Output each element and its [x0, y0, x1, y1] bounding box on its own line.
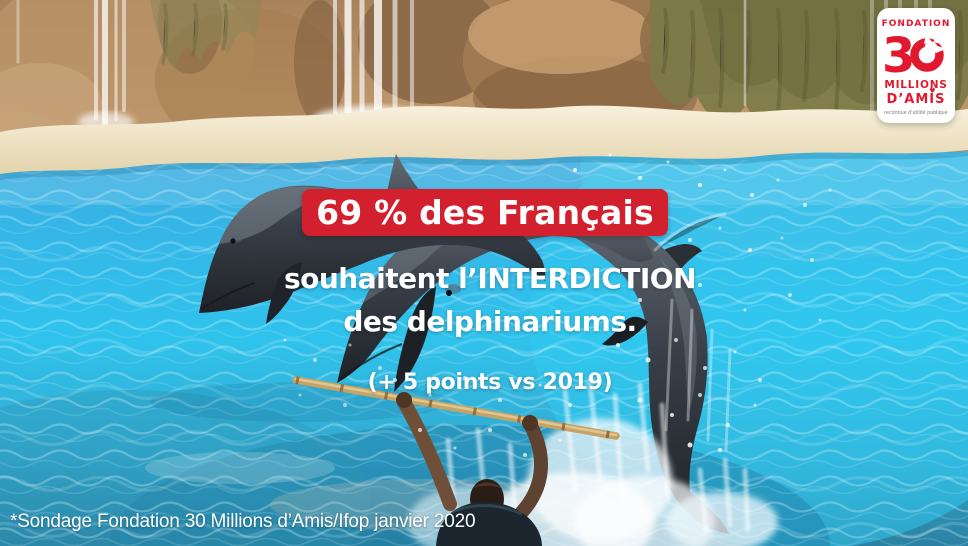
logo-30-icon: 3 [885, 31, 946, 77]
logo-tagline: reconnue d’utilité publique [884, 110, 948, 116]
heart-icon: ♥ [929, 87, 937, 95]
pool-edge [0, 105, 968, 174]
logo-millions-label: MILLIONS [884, 79, 948, 91]
bamboo-pole [292, 376, 620, 440]
water-spray [283, 153, 832, 457]
stat-text: 69 % des Français [316, 193, 654, 232]
trainer [396, 392, 548, 546]
fondation-logo-badge: FONDATION 3 MILLIONS D’AMIS ♥ reconnue d… [877, 8, 955, 123]
headline-text: souhaitent l’INTERDICTION des delphinari… [200, 257, 780, 343]
headline-line1: souhaitent l’INTERDICTION [283, 262, 697, 295]
logo-dog-head-icon [924, 34, 946, 55]
headline-line2: des delphinariums. [343, 305, 637, 338]
headline-sub: (+ 5 points vs 2019) [367, 370, 613, 395]
logo-fondation-label: FONDATION [881, 19, 951, 29]
logo-damis-label: D’AMIS ♥ [886, 87, 946, 108]
stat-banner: 69 % des Français [302, 189, 668, 236]
source-footnote: *Sondage Fondation 30 Millions d’Amis/If… [10, 511, 476, 532]
dolphin-diving [575, 205, 729, 534]
